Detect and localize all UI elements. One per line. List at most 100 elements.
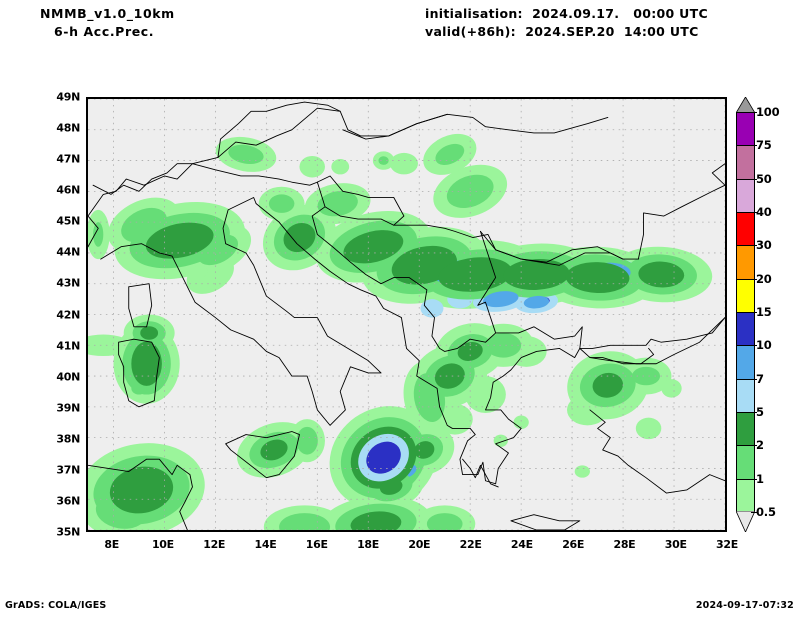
precip-contour bbox=[366, 441, 401, 474]
render-timestamp: 2024-09-17-07:32 bbox=[695, 600, 794, 611]
colorbar-tick-20: 20 bbox=[756, 271, 772, 286]
precip-contour bbox=[131, 382, 147, 395]
coastline-segment bbox=[479, 230, 624, 266]
colorbar-dash-30 bbox=[751, 245, 757, 247]
coastline-segment bbox=[589, 409, 725, 494]
coastline-segment bbox=[92, 107, 609, 195]
precipitation-map[interactable] bbox=[88, 99, 725, 530]
x-tick-10E: 10E bbox=[151, 538, 174, 551]
precip-contour bbox=[379, 478, 403, 495]
y-tick-42N: 42N bbox=[56, 308, 80, 321]
precip-contour bbox=[635, 417, 662, 440]
coastline-segment bbox=[477, 230, 497, 306]
precip-contour bbox=[565, 262, 630, 293]
y-tick-43N: 43N bbox=[56, 276, 80, 290]
precip-contour bbox=[523, 295, 550, 309]
y-tick-37N: 37N bbox=[56, 463, 80, 477]
colorbar-dash-7 bbox=[751, 378, 757, 380]
precip-contour bbox=[331, 159, 350, 175]
precip-contour bbox=[93, 222, 104, 247]
colorbar-dash-10 bbox=[751, 345, 757, 347]
x-tick-20E: 20E bbox=[408, 538, 431, 551]
precip-contour bbox=[414, 441, 435, 459]
precip-contour bbox=[632, 366, 661, 386]
precip-contour bbox=[638, 261, 685, 288]
x-tick-8E: 8E bbox=[104, 538, 119, 551]
colorbar-band-3 bbox=[736, 378, 755, 412]
coastline-segment bbox=[589, 347, 655, 365]
precip-contour bbox=[186, 255, 234, 294]
colorbar-dash-5 bbox=[751, 412, 757, 413]
precip-contour bbox=[299, 155, 325, 178]
colorbar-tick-15: 15 bbox=[756, 305, 772, 319]
colorbar-dash-0.5 bbox=[751, 512, 757, 513]
colorbar-tick-2: 2 bbox=[756, 438, 764, 453]
x-tick-22E: 22E bbox=[459, 538, 482, 551]
precip-contour bbox=[438, 257, 513, 292]
y-tick-40N: 40N bbox=[56, 370, 80, 384]
y-tick-47N: 47N bbox=[56, 152, 80, 166]
coastline-segment bbox=[510, 514, 581, 530]
precip-contour bbox=[296, 426, 318, 455]
colorbar-dash-75 bbox=[751, 145, 757, 147]
colorbar-band-11 bbox=[736, 112, 755, 146]
colorbar-dash-100 bbox=[751, 112, 757, 113]
initialisation-time: initialisation: 2024.09.17. 00:00 UTC bbox=[425, 6, 708, 21]
coastline-segment bbox=[316, 181, 395, 226]
coastline-segment bbox=[579, 317, 725, 349]
precip-contour bbox=[283, 222, 316, 253]
precip-contour bbox=[378, 156, 389, 165]
colorbar-cap-above-max bbox=[735, 96, 756, 114]
colorbar[interactable] bbox=[736, 112, 755, 512]
coastline-segment bbox=[462, 458, 499, 488]
x-tick-26E: 26E bbox=[562, 538, 585, 551]
colorbar-tick-7: 7 bbox=[756, 371, 764, 386]
precip-contour bbox=[437, 403, 473, 435]
colorbar-tick-50: 50 bbox=[756, 171, 772, 186]
y-tick-39N: 39N bbox=[56, 401, 80, 415]
precip-contour bbox=[413, 373, 446, 423]
precip-contour bbox=[260, 439, 288, 461]
colorbar-band-9 bbox=[736, 178, 755, 212]
coastline-segment bbox=[100, 197, 382, 426]
y-tick-46N: 46N bbox=[56, 183, 80, 197]
x-tick-32E: 32E bbox=[716, 538, 738, 551]
precip-contour bbox=[434, 363, 465, 389]
x-tick-24E: 24E bbox=[510, 538, 533, 551]
x-tick-18E: 18E bbox=[357, 538, 379, 551]
map-gridlines bbox=[88, 99, 725, 530]
coastline-segment bbox=[217, 101, 341, 158]
colorbar-dash-50 bbox=[751, 178, 757, 180]
colorbar-dash-40 bbox=[751, 212, 757, 213]
colorbar-cap-below-min bbox=[735, 510, 756, 533]
precip-contour bbox=[192, 265, 208, 278]
precip-contour bbox=[435, 143, 465, 165]
colorbar-dash-20 bbox=[751, 278, 757, 280]
coastline-segment bbox=[711, 163, 725, 186]
precip-contour bbox=[317, 191, 358, 217]
precip-contour bbox=[426, 513, 463, 530]
model-name: NMMB_v1.0_10km bbox=[40, 6, 175, 21]
map-plot-frame[interactable] bbox=[86, 97, 727, 532]
coastline-segment bbox=[225, 431, 300, 479]
colorbar-band-6 bbox=[736, 278, 755, 312]
y-tick-41N: 41N bbox=[56, 339, 80, 353]
precip-contour bbox=[465, 376, 506, 414]
colorbar-band-4 bbox=[736, 345, 755, 379]
precip-contour bbox=[268, 194, 295, 213]
grads-credit: GrADS: COLA/IGES bbox=[5, 600, 107, 611]
coastline-segment bbox=[637, 184, 725, 260]
coastline-segment bbox=[128, 283, 153, 328]
valid-time: valid(+86h): 2024.SEP.20 14:00 UTC bbox=[425, 24, 699, 39]
precip-contour bbox=[574, 465, 590, 478]
precip-contour bbox=[457, 341, 483, 361]
coastline-segment bbox=[477, 301, 497, 334]
precip-contour bbox=[350, 511, 402, 530]
precip-contour bbox=[503, 259, 570, 290]
precip-contour bbox=[140, 326, 159, 340]
x-tick-14E: 14E bbox=[254, 538, 277, 551]
precip-contour bbox=[109, 466, 174, 514]
x-tick-16E: 16E bbox=[305, 538, 328, 551]
colorbar-band-2 bbox=[736, 412, 755, 446]
coastline-segment bbox=[118, 338, 160, 408]
